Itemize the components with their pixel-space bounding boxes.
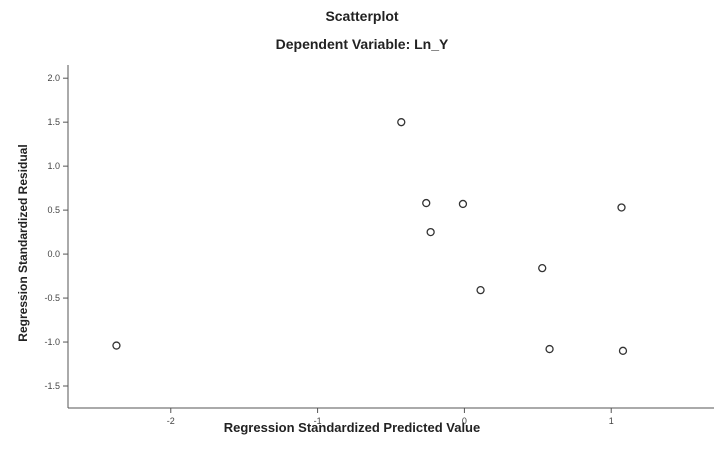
x-axis-label: Regression Standardized Predicted Value	[223, 420, 481, 435]
y-axis-label: Regression Standardized Residual	[16, 144, 30, 342]
scatter-point	[617, 203, 626, 212]
x-tick-label: -2	[167, 416, 175, 426]
y-tick-label: -0.5	[44, 293, 60, 303]
y-tick-label: 1.0	[47, 161, 60, 171]
y-tick-label: 1.5	[47, 117, 60, 127]
scatter-point	[112, 341, 121, 350]
x-tick-label: -1	[314, 416, 322, 426]
y-tick-label: -1.0	[44, 337, 60, 347]
y-tick-label: 0.5	[47, 205, 60, 215]
scatter-point	[458, 199, 468, 209]
x-tick-label: 0	[462, 416, 467, 426]
scatter-point	[545, 344, 554, 354]
axis-ticks: -2 -1 0 1 -1.5 -1.0 -0.5 0.0 0.5 1.0 1.5 2.0	[44, 73, 613, 426]
scatter-point	[422, 198, 431, 208]
y-tick-label: 2.0	[47, 73, 60, 83]
scatter-point	[476, 285, 485, 295]
data-points	[112, 118, 628, 355]
scatter-point	[397, 118, 406, 127]
chart-subtitle: Dependent Variable: Ln_Y	[275, 36, 449, 52]
scatter-point	[618, 346, 628, 355]
y-tick-label: -1.5	[44, 381, 60, 391]
plot-area	[68, 65, 714, 408]
scatter-point	[538, 264, 547, 273]
chart-title: Scatterplot	[325, 8, 399, 24]
x-tick-label: 1	[609, 416, 614, 426]
scatter-point	[426, 227, 435, 237]
y-tick-label: 0.0	[47, 249, 60, 259]
